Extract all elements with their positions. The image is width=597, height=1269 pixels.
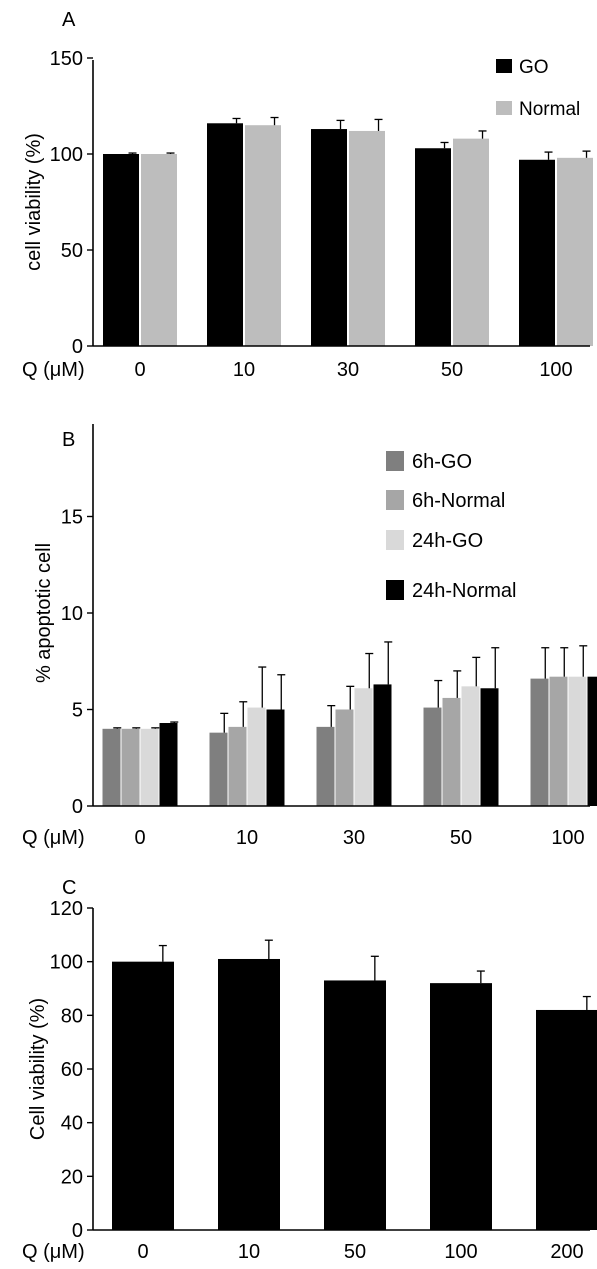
legend-label: GO (519, 57, 549, 78)
panel-letter: B (62, 429, 75, 451)
legend-label: 6h-GO (412, 451, 472, 473)
bar (159, 723, 178, 806)
legend-label: 6h-Normal (412, 490, 505, 512)
bar (530, 678, 549, 806)
y-tick-label: 0 (72, 1220, 83, 1242)
y-tick-label: 100 (50, 952, 83, 974)
bar (423, 707, 442, 806)
bar (568, 676, 587, 806)
y-tick-label: 80 (61, 1005, 83, 1027)
x-tick-label: 50 (441, 359, 463, 381)
bar (141, 154, 177, 346)
legend-swatch (386, 490, 404, 510)
x-tick-label: 100 (539, 359, 572, 381)
y-axis-title: cell viability (%) (23, 133, 45, 271)
legend-label: 24h-Normal (412, 580, 516, 602)
x-tick-label: 0 (134, 827, 145, 849)
x-axis-title: Q (μM) (22, 1241, 85, 1263)
y-tick-label: 10 (61, 603, 83, 625)
bar (373, 684, 392, 806)
x-tick-label: 50 (344, 1241, 366, 1263)
bar (324, 980, 386, 1230)
x-tick-label: 100 (444, 1241, 477, 1263)
y-tick-label: 40 (61, 1113, 83, 1135)
bar (121, 728, 140, 806)
bar (103, 154, 139, 346)
x-tick-label: 30 (343, 827, 365, 849)
bar (247, 707, 266, 806)
y-tick-label: 150 (50, 48, 83, 70)
y-axis-title: % apoptotic cell (33, 543, 55, 683)
y-tick-label: 0 (72, 796, 83, 818)
panel-a-chart: A 0 10 30 50 100 0 50 100 150 cell viability (%) Q… (22, 9, 593, 381)
legend-label: 24h-GO (412, 530, 483, 552)
y-axis-title: Cell viability (%) (27, 998, 49, 1140)
y-tick-label: 60 (61, 1059, 83, 1081)
bar (102, 728, 121, 806)
legend-swatch (496, 59, 512, 73)
bar (519, 159, 555, 346)
x-tick-label: 100 (551, 827, 584, 849)
bar (536, 1009, 597, 1230)
panel-letter: A (62, 9, 76, 31)
bar (480, 688, 499, 806)
bar (587, 676, 597, 806)
bar (415, 148, 451, 346)
bar (245, 125, 281, 346)
panel-b-chart: B 0 10 30 50 100 0 5 10 15 % apoptotic cell Q (μM)… (22, 424, 597, 849)
bar (335, 709, 354, 806)
y-tick-label: 15 (61, 507, 83, 529)
bar (442, 697, 461, 806)
legend-swatch (386, 451, 404, 471)
bar (228, 726, 247, 806)
bar (207, 123, 243, 346)
panel-c-chart: C 0 10 50 100 200 0 20 40 60 80 100 120 Cell viabili… (22, 877, 597, 1263)
y-tick-label: 20 (61, 1166, 83, 1188)
bar (112, 961, 174, 1230)
x-tick-label: 0 (134, 359, 145, 381)
bar (266, 709, 285, 806)
bar (354, 688, 373, 806)
y-tick-label: 120 (50, 898, 83, 920)
bar (430, 983, 492, 1230)
x-tick-label: 10 (233, 359, 255, 381)
bar (549, 676, 568, 806)
x-tick-label: 10 (236, 827, 258, 849)
legend-swatch (386, 580, 404, 600)
x-tick-label: 30 (337, 359, 359, 381)
legend-label: Normal (519, 99, 580, 120)
bar (349, 130, 385, 346)
bar (557, 157, 593, 346)
y-tick-label: 0 (72, 336, 83, 358)
legend-swatch (496, 101, 512, 115)
legend-swatch (386, 530, 404, 550)
y-tick-label: 100 (50, 144, 83, 166)
x-tick-label: 0 (137, 1241, 148, 1263)
x-tick-label: 10 (238, 1241, 260, 1263)
panel-letter: C (62, 877, 76, 899)
bar (316, 726, 335, 806)
bar (209, 732, 228, 806)
bar (461, 686, 480, 806)
x-tick-label: 50 (450, 827, 472, 849)
bar (311, 129, 347, 346)
bar (453, 138, 489, 346)
bar (140, 728, 159, 806)
x-tick-label: 200 (550, 1241, 583, 1263)
x-axis-title: Q (μM) (22, 359, 85, 381)
x-axis-title: Q (μM) (22, 827, 85, 849)
y-tick-label: 50 (61, 240, 83, 262)
bar (218, 958, 280, 1230)
y-tick-label: 5 (72, 700, 83, 722)
